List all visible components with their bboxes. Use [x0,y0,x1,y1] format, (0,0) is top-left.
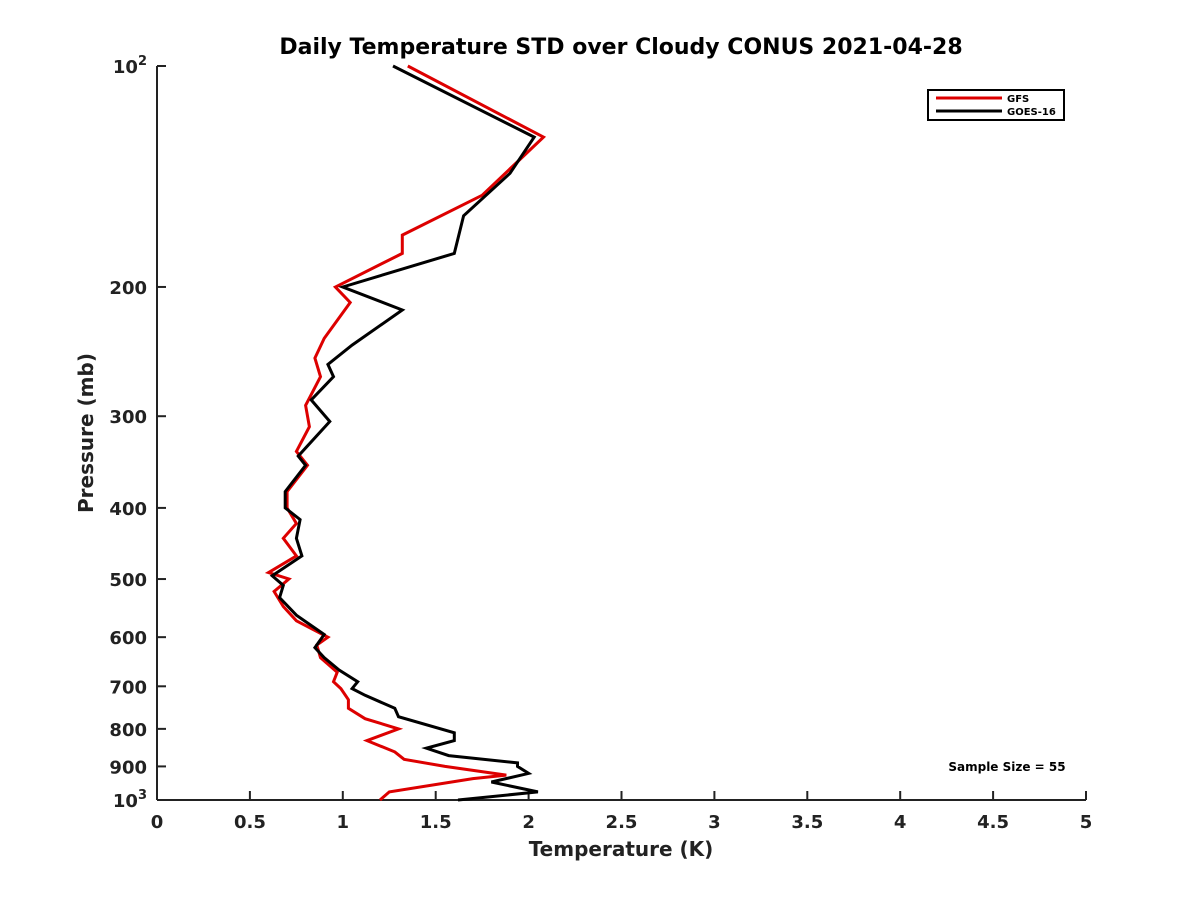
sample-size-annotation: Sample Size = 55 [948,760,1065,774]
x-axis-label: Temperature (K) [529,837,714,861]
y-tick-label: 102 [113,54,147,78]
y-tick-label: 400 [109,499,147,520]
legend-label: GFS [1007,94,1029,105]
x-tick-label: 4 [894,812,907,833]
y-axis-ticks: 102 200 300 400 500 600 700 800 900 103 [109,54,166,812]
y-tick-label: 800 [109,720,147,741]
legend-label: GOES-16 [1007,107,1056,118]
x-tick-label: 0.5 [234,812,266,833]
x-tick-label: 2.5 [606,812,638,833]
x-tick-label: 2 [522,812,535,833]
series-line-goes-16 [269,64,539,802]
x-tick-label: 3.5 [791,812,823,833]
x-tick-label: 5 [1080,812,1093,833]
y-tick-label: 600 [109,628,147,649]
legend: GFS GOES-16 [927,89,1065,121]
data-series [264,64,547,802]
x-axis-ticks: 0 0.5 1 1.5 2 2.5 3 3.5 4 4.5 5 [151,791,1093,833]
chart-title: Daily Temperature STD over Cloudy CONUS … [279,35,962,60]
y-tick-label: 900 [109,757,147,778]
legend-box [927,89,1065,121]
x-tick-label: 0 [151,812,164,833]
y-axis-label: Pressure (mb) [74,353,98,513]
x-tick-label: 4.5 [977,812,1009,833]
y-tick-label: 700 [109,677,147,698]
y-tick-label: 103 [113,788,147,812]
x-tick-label: 1 [337,812,350,833]
x-tick-label: 3 [708,812,721,833]
series-line-gfs [264,64,547,802]
plot-axes [156,66,1086,801]
y-tick-label: 500 [109,570,147,591]
x-tick-label: 1.5 [420,812,452,833]
y-tick-label: 300 [109,407,147,428]
y-tick-label: 200 [109,278,147,299]
